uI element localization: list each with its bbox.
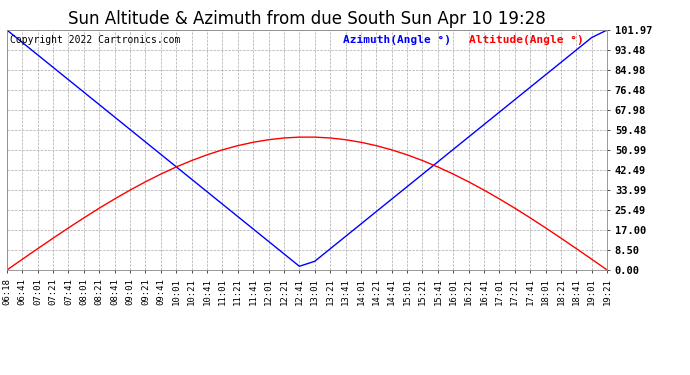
Text: Copyright 2022 Cartronics.com: Copyright 2022 Cartronics.com: [10, 35, 180, 45]
Text: Altitude(Angle °): Altitude(Angle °): [469, 35, 584, 45]
Text: Azimuth(Angle °): Azimuth(Angle °): [343, 35, 451, 45]
Title: Sun Altitude & Azimuth from due South Sun Apr 10 19:28: Sun Altitude & Azimuth from due South Su…: [68, 10, 546, 28]
